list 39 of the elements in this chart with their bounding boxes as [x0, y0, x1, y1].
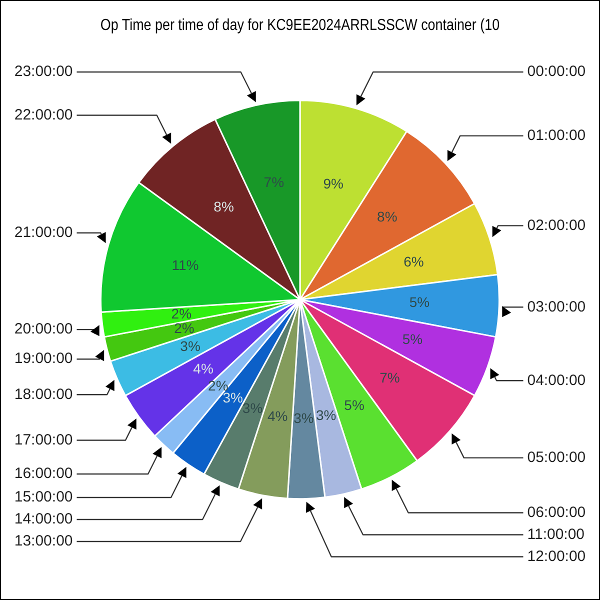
slice-label: 00:00:00 — [527, 63, 586, 80]
slice-label: 05:00:00 — [527, 448, 586, 466]
slice-label: 18:00:00 — [14, 386, 73, 403]
data-label: 5% — [402, 330, 423, 347]
slice-label: 16:00:00 — [14, 465, 73, 482]
data-label: 4% — [267, 408, 288, 424]
slice-label: 01:00:00 — [527, 126, 586, 144]
data-label: 7% — [380, 370, 400, 386]
slice-label: 21:00:00 — [14, 224, 73, 241]
slice-label: 02:00:00 — [527, 216, 586, 234]
data-label: 3% — [180, 338, 200, 354]
slice-label: 11:00:00 — [527, 526, 585, 543]
slice-label: 23:00:00 — [14, 63, 73, 80]
slice-label: 15:00:00 — [14, 488, 73, 506]
data-label: 3% — [294, 410, 314, 426]
slice-label: 12:00:00 — [527, 548, 586, 565]
data-label: 11% — [172, 257, 199, 274]
chart-title: Op Time per time of day for KC9EE2024ARRLSSCW container (10 — [100, 17, 500, 34]
slice-label: 17:00:00 — [14, 431, 73, 448]
data-label: 7% — [264, 174, 284, 190]
slice-label: 22:00:00 — [14, 106, 73, 124]
data-label: 9% — [323, 176, 344, 192]
data-label: 5% — [344, 396, 364, 413]
data-label: 2% — [171, 305, 192, 322]
slice-label: 06:00:00 — [527, 504, 586, 521]
data-label: 3% — [222, 389, 243, 406]
slice-label: 19:00:00 — [14, 350, 73, 368]
slice-label: 20:00:00 — [14, 320, 73, 338]
data-label: 8% — [377, 208, 398, 225]
data-label: 3% — [316, 407, 336, 424]
data-label: 6% — [404, 254, 424, 270]
slice-label: 03:00:00 — [527, 298, 586, 316]
data-label: 2% — [174, 320, 194, 336]
data-label: 5% — [409, 294, 430, 310]
slice-label: 04:00:00 — [527, 372, 586, 389]
data-label: 8% — [214, 198, 234, 214]
slice-label: 14:00:00 — [14, 510, 73, 528]
data-label: 4% — [193, 360, 214, 377]
slice-label: 13:00:00 — [14, 532, 73, 550]
